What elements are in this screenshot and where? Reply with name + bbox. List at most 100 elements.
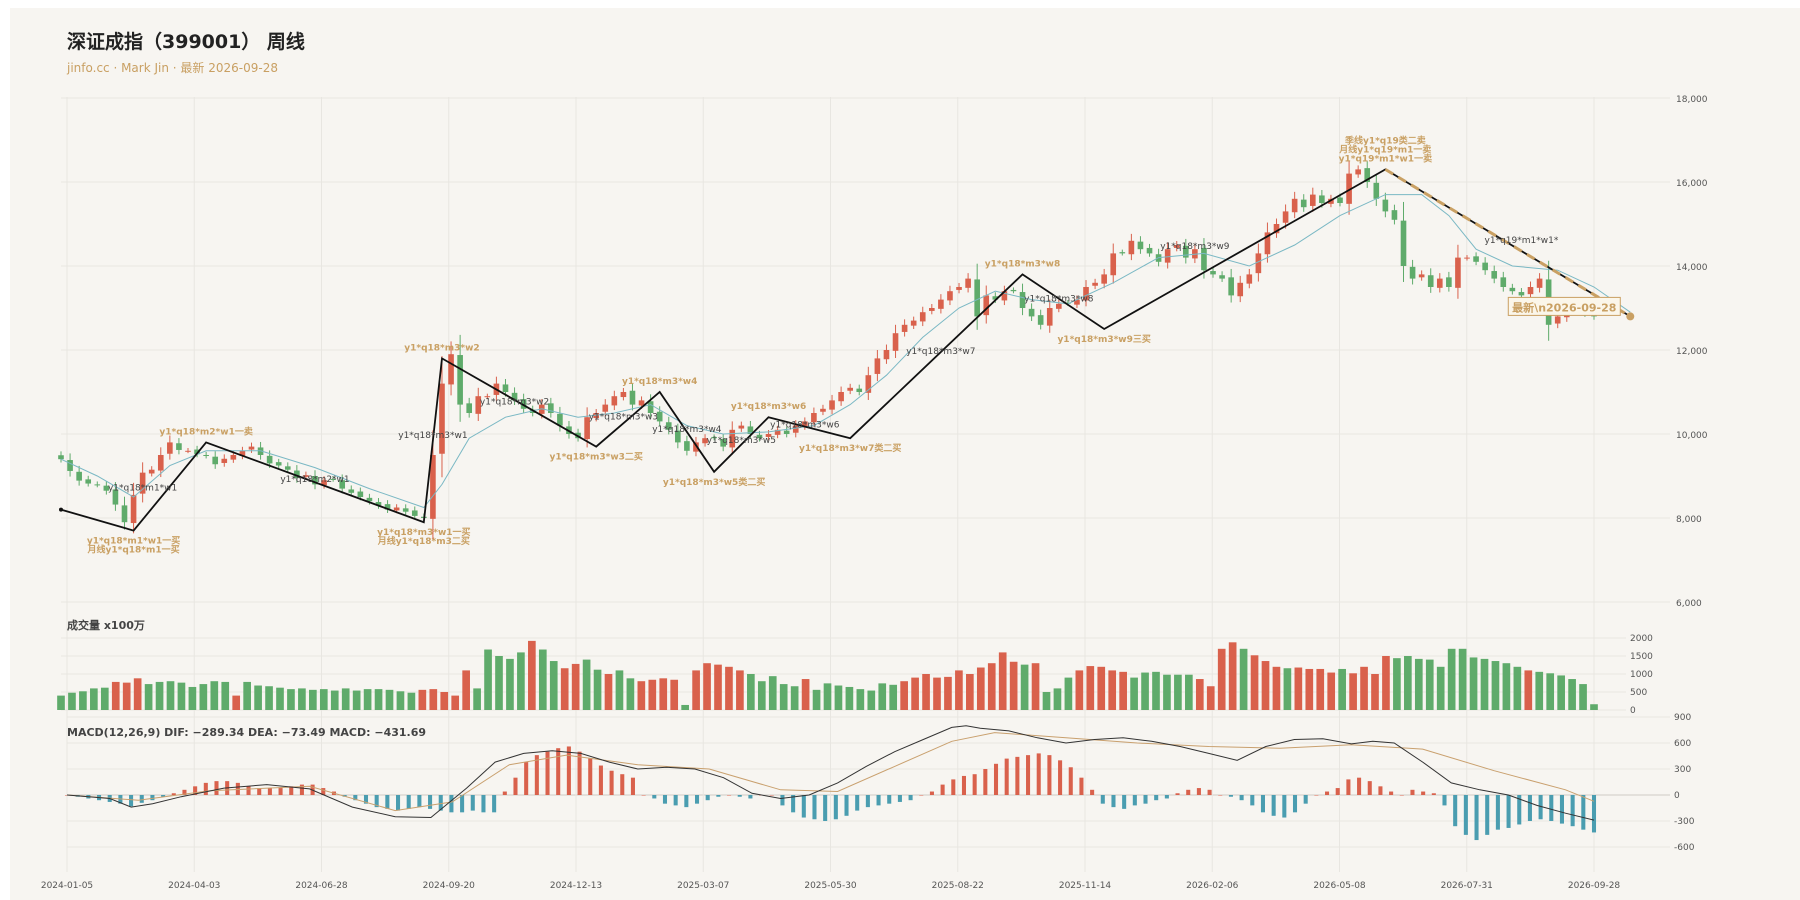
macd-histogram-bar [460, 795, 465, 813]
macd-histogram-bar [684, 795, 689, 808]
signal-label: y1*q18*m1*w1一买 [87, 536, 180, 547]
candle-body [357, 491, 364, 497]
macd-histogram-bar [620, 774, 625, 795]
macd-histogram-bar [940, 784, 945, 795]
candle-body [584, 417, 590, 440]
candle-body [1382, 199, 1389, 212]
volume-bar [571, 663, 580, 710]
candle-body [1554, 316, 1561, 324]
candle-body [1309, 194, 1316, 206]
macd-histogram-bar [1495, 795, 1500, 830]
macd-histogram-bar [235, 782, 240, 795]
macd-histogram-bar [791, 795, 796, 813]
macd-histogram-bar [566, 746, 571, 795]
volume-y-tick-label: 2000 [1630, 634, 1653, 644]
volume-bar [1425, 659, 1434, 710]
candle-body [1337, 197, 1343, 203]
macd-histogram-bar [1292, 795, 1298, 813]
candle-body [910, 320, 917, 326]
volume-bar [768, 676, 777, 710]
candle-body [148, 469, 155, 474]
volume-bar [1513, 666, 1522, 710]
candle-body [439, 383, 445, 454]
candle-body [1246, 274, 1253, 284]
candle-body [665, 422, 672, 430]
macd-histogram-bar [1559, 795, 1564, 824]
macd-histogram-bar [363, 795, 369, 804]
stroke-label: y1*q18*m3*w7 [906, 347, 975, 357]
macd-histogram-bar [780, 795, 785, 806]
candle-body [284, 466, 291, 470]
volume-bar [440, 692, 449, 710]
macd-histogram-bar [1463, 795, 1468, 835]
macd-histogram-bar [1474, 795, 1479, 841]
candle-body [1482, 262, 1488, 271]
volume-bar [309, 689, 317, 710]
candle-body [1164, 249, 1171, 263]
volume-bar [418, 689, 427, 710]
candle-body [1182, 245, 1189, 258]
volume-bar [68, 692, 76, 710]
x-tick-label: 2024-01-05 [41, 881, 93, 891]
latest-label-box [1507, 296, 1621, 316]
candle-body [1173, 245, 1180, 248]
macd-histogram-bar [534, 755, 539, 795]
macd-histogram-bar [428, 795, 433, 809]
macd-histogram-bar [641, 795, 646, 796]
volume-bar [1579, 684, 1587, 710]
candle-body [76, 471, 82, 481]
volume-bar [111, 681, 120, 710]
macd-histogram-bar [1196, 788, 1201, 795]
candle-body [1500, 277, 1507, 287]
candle-body [103, 485, 110, 491]
volume-y-tick-label: 500 [1630, 688, 1647, 698]
x-tick-label: 2026-07-31 [1441, 881, 1493, 891]
candle-body [511, 392, 518, 401]
volume-y-tick-label: 1500 [1630, 652, 1653, 662]
macd-histogram-bar [908, 795, 913, 801]
volume-bar [276, 687, 284, 710]
macd-histogram-bar [257, 788, 262, 795]
volume-bar [725, 666, 733, 710]
candle-body [684, 441, 690, 451]
macd-histogram-bar [321, 788, 326, 795]
macd-histogram-bar [1218, 795, 1223, 796]
volume-bar [1349, 673, 1357, 710]
macd-histogram-bar [1517, 795, 1522, 825]
stroke-label: y1*q18*m3*w6 [770, 421, 840, 431]
macd-histogram-bar [161, 795, 166, 797]
volume-bar [100, 687, 109, 710]
candle-body [167, 442, 173, 454]
candle-body [557, 413, 563, 426]
signal-label: y1*q18*m3*w6 [731, 402, 806, 412]
volume-bar [757, 681, 766, 710]
volume-bar [122, 682, 131, 710]
candle-body [1300, 199, 1307, 208]
volume-bar [878, 683, 887, 710]
candle-body [956, 287, 962, 290]
candle-body [1074, 299, 1080, 305]
volume-bar [1239, 648, 1248, 710]
volume-y-tick-label: 1000 [1630, 670, 1653, 680]
volume-bar [1075, 670, 1084, 710]
candle-body [856, 388, 863, 392]
macd-histogram-bar [1004, 758, 1009, 795]
volume-bar [1130, 677, 1138, 710]
macd-histogram-bar [1207, 789, 1212, 795]
volume-bar [812, 689, 821, 710]
macd-histogram-bar [1282, 795, 1287, 818]
macd-histogram-bar [1047, 755, 1052, 795]
candle-body [94, 484, 101, 486]
candle-body [1319, 195, 1325, 203]
volume-bar [1272, 666, 1281, 710]
candle-body [1137, 241, 1144, 250]
volume-bar [976, 667, 985, 710]
candle-body [1464, 257, 1470, 259]
x-tick-label: 2026-09-28 [1568, 881, 1621, 891]
candle-body [1210, 271, 1216, 275]
volume-bar [451, 695, 460, 710]
volume-bar [79, 691, 87, 710]
candle-body [938, 299, 944, 309]
volume-bar [834, 685, 843, 710]
candle-body [402, 508, 409, 512]
